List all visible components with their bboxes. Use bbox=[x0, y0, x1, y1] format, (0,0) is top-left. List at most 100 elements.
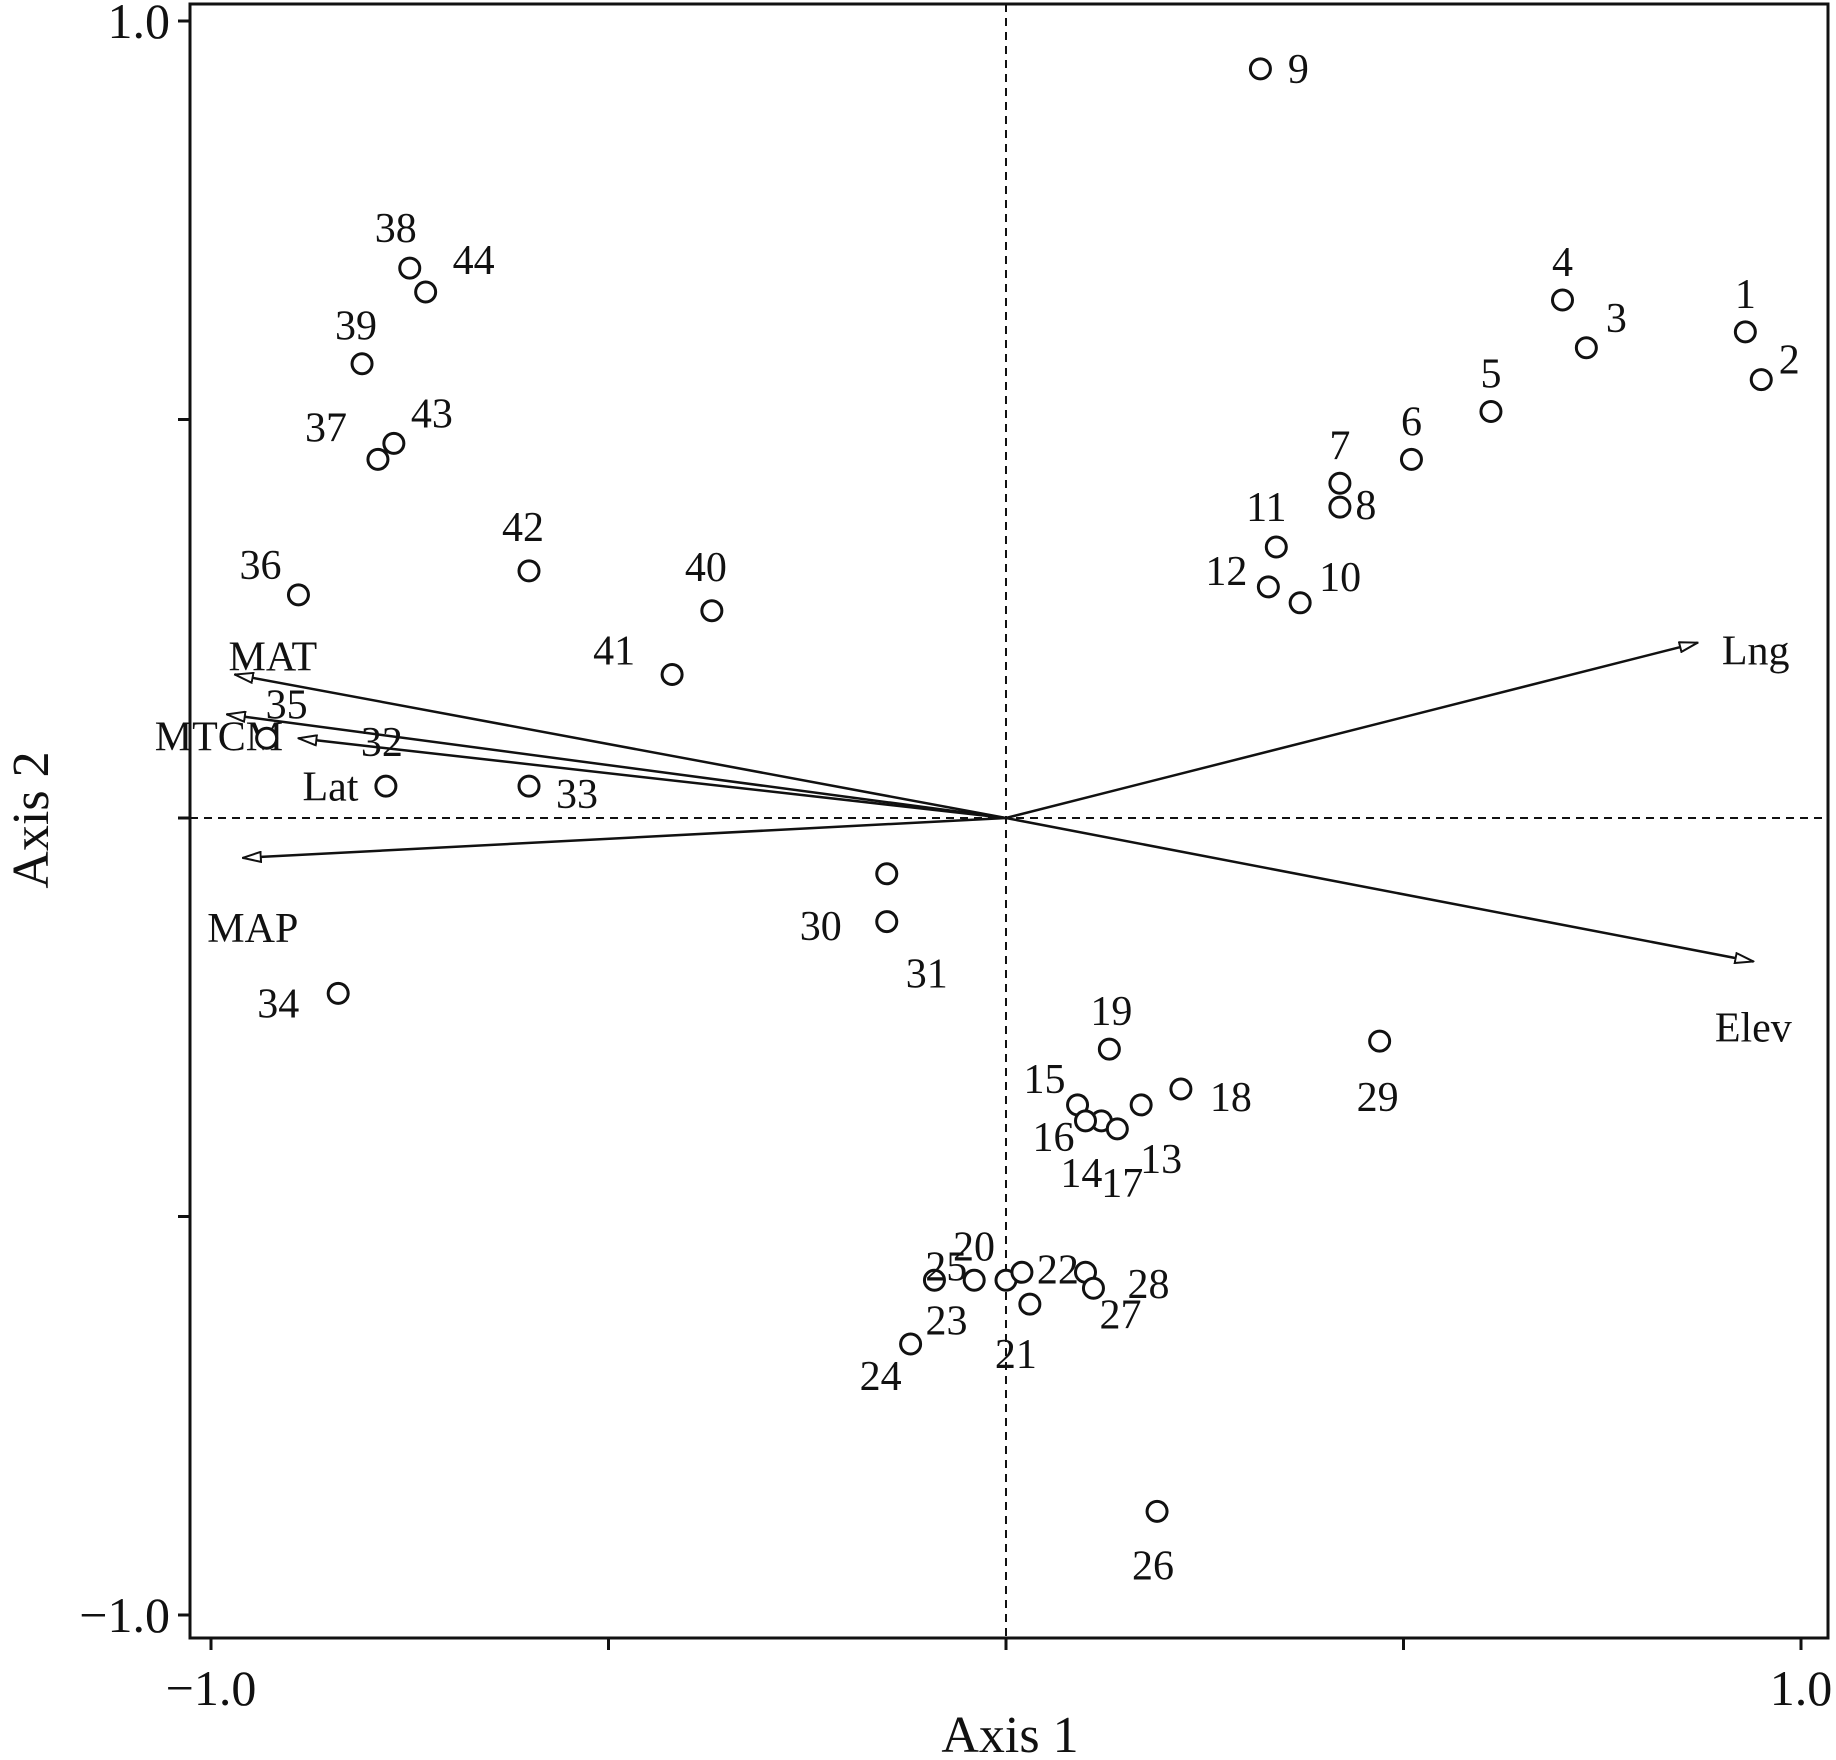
site-point-label: 31 bbox=[906, 952, 948, 998]
site-point bbox=[414, 280, 438, 304]
site-point-label: 35 bbox=[266, 682, 308, 728]
site-point-label: 43 bbox=[411, 391, 453, 437]
site-point bbox=[899, 1332, 923, 1356]
site-point-label: 37 bbox=[305, 405, 347, 451]
site-point-label: 34 bbox=[257, 981, 299, 1027]
site-point bbox=[875, 910, 899, 934]
site-point-label: 39 bbox=[335, 304, 377, 350]
site-point bbox=[1018, 1292, 1042, 1316]
site-point bbox=[1733, 320, 1757, 344]
site-point-label: 2 bbox=[1779, 338, 1800, 384]
site-point-label: 24 bbox=[860, 1354, 902, 1400]
vector-label: Lng bbox=[1722, 629, 1790, 675]
site-point-label: 25 bbox=[925, 1244, 967, 1290]
y-tick-label: 1.0 bbox=[108, 0, 171, 49]
site-point-label: 18 bbox=[1210, 1075, 1252, 1121]
site-point bbox=[1288, 591, 1312, 615]
site-point-label: 9 bbox=[1288, 47, 1309, 93]
site-point-label: 32 bbox=[361, 720, 403, 766]
vector-arrow bbox=[298, 738, 1007, 820]
site-point bbox=[962, 1268, 986, 1292]
site-point bbox=[1169, 1077, 1193, 1101]
vector-arrow bbox=[243, 816, 1007, 858]
site-point-label: 30 bbox=[800, 904, 842, 950]
site-point-label: 12 bbox=[1205, 549, 1247, 595]
vector-arrow bbox=[1005, 643, 1698, 820]
site-point bbox=[1328, 495, 1352, 519]
site-point-label: 44 bbox=[453, 238, 495, 284]
site-point bbox=[255, 726, 279, 750]
site-point-label: 38 bbox=[375, 206, 417, 252]
site-point bbox=[382, 431, 406, 455]
site-point-label: 19 bbox=[1090, 989, 1132, 1035]
site-point bbox=[1574, 336, 1598, 360]
site-point bbox=[374, 774, 398, 798]
site-point-label: 26 bbox=[1132, 1543, 1174, 1589]
y-axis-title: Axis 2 bbox=[3, 751, 60, 888]
site-point-label: 3 bbox=[1606, 296, 1627, 342]
site-point-label: 13 bbox=[1140, 1137, 1182, 1183]
site-point bbox=[1399, 447, 1423, 471]
site-point bbox=[1264, 535, 1288, 559]
site-point-label: 42 bbox=[502, 505, 544, 551]
vector-arrow bbox=[227, 714, 1007, 820]
site-point-label: 15 bbox=[1024, 1057, 1066, 1103]
site-point-label: 28 bbox=[1127, 1262, 1169, 1308]
site-point-label: 14 bbox=[1060, 1151, 1102, 1197]
vector-arrow bbox=[1005, 816, 1753, 961]
site-point bbox=[1010, 1260, 1034, 1284]
origin-reference-lines bbox=[190, 4, 1828, 1638]
site-points: 1234567891011121314151617181920212223242… bbox=[239, 47, 1799, 1590]
site-point-label: 6 bbox=[1401, 399, 1422, 445]
site-point bbox=[326, 981, 350, 1005]
site-point bbox=[517, 559, 541, 583]
vector-label: MAT bbox=[229, 635, 318, 681]
y-tick-label: −1.0 bbox=[79, 1587, 170, 1643]
vector-label: Elev bbox=[1715, 1005, 1792, 1051]
site-point bbox=[875, 862, 899, 886]
site-point-label: 22 bbox=[1037, 1247, 1079, 1293]
site-point bbox=[1248, 57, 1272, 81]
site-point-label: 5 bbox=[1480, 352, 1501, 398]
site-point-label: 16 bbox=[1033, 1115, 1075, 1161]
site-point bbox=[1145, 1499, 1169, 1523]
plot-frame bbox=[188, 2, 1830, 1640]
site-point bbox=[1328, 471, 1352, 495]
site-point bbox=[1074, 1109, 1097, 1133]
site-point bbox=[1368, 1029, 1392, 1053]
site-point bbox=[922, 1268, 946, 1292]
site-point bbox=[1551, 288, 1574, 312]
site-point bbox=[660, 663, 684, 687]
vector-label: Lat bbox=[302, 764, 358, 810]
site-point-label: 17 bbox=[1101, 1161, 1143, 1207]
site-point-label: 7 bbox=[1329, 423, 1350, 469]
site-point bbox=[517, 774, 541, 798]
site-point bbox=[1081, 1276, 1105, 1300]
site-point bbox=[366, 447, 390, 471]
site-point bbox=[1749, 368, 1773, 392]
axis-ticks: −1.0 1.0 1.0 −1.0 bbox=[79, 0, 1832, 1716]
site-point bbox=[1129, 1093, 1153, 1117]
site-point bbox=[700, 599, 724, 623]
site-point-label: 36 bbox=[239, 543, 281, 589]
site-point-label: 23 bbox=[925, 1298, 967, 1344]
site-point-label: 8 bbox=[1355, 483, 1376, 529]
x-tick-label: 1.0 bbox=[1770, 1660, 1833, 1716]
site-point-label: 27 bbox=[1100, 1292, 1142, 1338]
site-point-label: 40 bbox=[685, 545, 727, 591]
site-point-label: 41 bbox=[593, 629, 635, 675]
x-axis-title: Axis 1 bbox=[941, 1707, 1078, 1760]
site-point-label: 10 bbox=[1319, 555, 1361, 601]
vector-label: MAP bbox=[207, 906, 298, 952]
site-point bbox=[1479, 400, 1503, 424]
vector-arrow bbox=[235, 675, 1007, 820]
site-point bbox=[1105, 1117, 1129, 1141]
site-point-label: 11 bbox=[1246, 485, 1286, 531]
site-point-label: 4 bbox=[1552, 240, 1573, 286]
site-point-label: 1 bbox=[1735, 272, 1756, 318]
site-point bbox=[1097, 1037, 1121, 1061]
site-point-label: 29 bbox=[1357, 1075, 1399, 1121]
site-point bbox=[1256, 575, 1280, 599]
